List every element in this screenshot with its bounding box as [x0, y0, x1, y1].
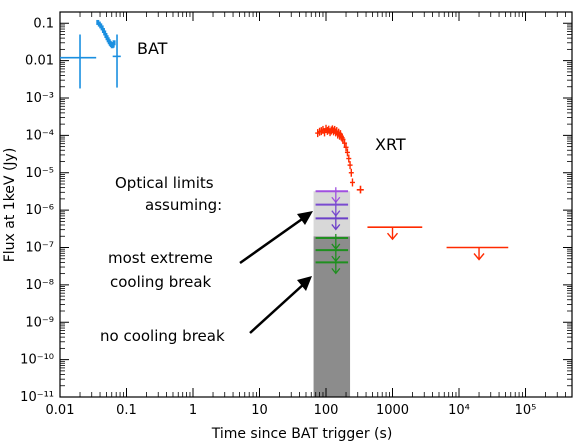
y-tick-label: 0.01	[25, 54, 54, 69]
x-tick-label: 100	[314, 403, 339, 418]
x-tick-label: 10⁵	[515, 403, 537, 418]
x-tick-label: 1	[189, 403, 197, 418]
xrt-dense-point	[343, 143, 349, 152]
xrt-dense-point	[347, 161, 353, 170]
bat-series	[60, 19, 121, 89]
bat-label: BAT	[137, 39, 168, 58]
y-tick-label: 10⁻⁹	[25, 315, 54, 330]
arrow-no-cooling	[249, 282, 306, 334]
optical-limit-arrow	[331, 224, 341, 231]
y-tick-label: 10⁻¹¹	[20, 390, 54, 405]
bat-dense-point	[100, 25, 104, 31]
xrt-upper-limit-0	[367, 226, 423, 241]
y-tick-label: 10⁻¹⁰	[20, 353, 54, 368]
y-tick-label: 10⁻⁵	[25, 166, 54, 181]
optical-limits-annotation-line2: assuming:	[145, 196, 222, 214]
optical-band-0	[313, 236, 351, 397]
y-tick-label: 10⁻⁴	[25, 128, 54, 143]
bat-dense-point	[96, 19, 100, 25]
arrow-extreme	[239, 215, 306, 265]
xrt-upper-limit-arrow	[473, 253, 485, 261]
x-axis-label: Time since BAT trigger (s)	[211, 426, 393, 442]
xrt-point-0	[356, 185, 364, 194]
x-tick-label: 10⁴	[448, 403, 470, 418]
arrow-extreme-head	[297, 211, 313, 225]
bat-point-1	[112, 34, 121, 88]
optical-limits	[315, 187, 349, 275]
most-extreme-annotation: most extreme	[108, 249, 213, 267]
y-tick-label: 10⁻⁶	[25, 203, 54, 218]
x-tick-label: 10	[251, 403, 268, 418]
optical-limits-annotation: Optical limits	[115, 174, 214, 192]
xrt-dense-point	[342, 139, 348, 148]
y-tick-label: 10⁻⁷	[25, 241, 54, 256]
bat-dense-point	[112, 40, 116, 46]
optical-limit-5	[315, 258, 349, 275]
y-tick-label: 10⁻³	[25, 91, 54, 106]
xrt-dense-point	[346, 154, 352, 163]
xrt-series	[315, 124, 509, 261]
axis-ticks: 0.01 0.1 1 10 100 1000 10⁴ 10⁵ 0.1 0.01 10⁻³ 10⁻⁴ 10…	[20, 11, 573, 418]
bat-point-0	[60, 34, 97, 89]
y-tick-label: 10⁻⁸	[25, 278, 54, 293]
x-tick-label: 1000	[376, 403, 409, 418]
annotation-arrows	[239, 211, 313, 334]
xrt-label: XRT	[375, 135, 406, 154]
arrow-no-cooling-head	[297, 276, 312, 291]
xrt-dense-point	[339, 133, 345, 142]
x-tick-label: 0.1	[116, 403, 137, 418]
optical-band-1	[313, 191, 351, 237]
bat-dense-point	[103, 30, 107, 36]
xrt-dense-point	[344, 148, 350, 157]
y-tick-label: 0.1	[33, 16, 54, 31]
y-axis-label: Flux at 1keV (Jy)	[2, 148, 18, 263]
optical-limit-arrow	[331, 267, 341, 275]
xrt-dense-point	[348, 168, 354, 177]
no-cooling-annotation: no cooling break	[100, 327, 225, 345]
optical-limit-2	[315, 214, 349, 231]
most-extreme-annotation-line2: cooling break	[110, 273, 212, 291]
xrt-upper-limit-1	[446, 246, 509, 261]
x-tick-label: 0.01	[46, 403, 75, 418]
xrt-upper-limit-arrow	[386, 232, 399, 241]
optical-shaded-bands	[313, 191, 351, 397]
xrt-dense-point	[349, 178, 355, 187]
